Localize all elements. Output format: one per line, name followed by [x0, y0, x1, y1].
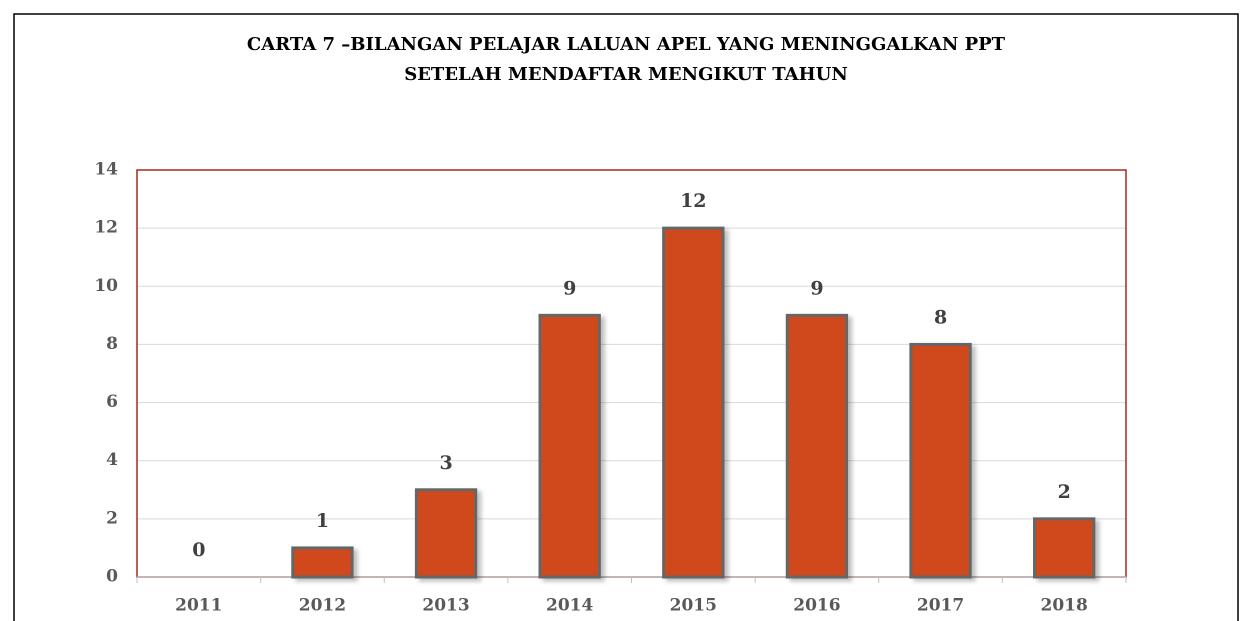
bar — [662, 226, 725, 579]
data-label: 12 — [680, 190, 706, 212]
data-label: 9 — [563, 277, 576, 299]
bar — [1033, 517, 1096, 579]
data-label: 3 — [439, 452, 452, 474]
bar — [414, 488, 478, 579]
data-label: 9 — [810, 277, 823, 299]
y-tick-label: 4 — [106, 450, 118, 470]
data-label: 8 — [934, 306, 947, 328]
bar — [785, 313, 849, 579]
frame — [13, 13, 1239, 621]
bar — [538, 313, 601, 579]
x-tick-label: 2011 — [175, 596, 222, 616]
y-tick-label: 0 — [106, 567, 118, 587]
data-label: 0 — [192, 539, 205, 561]
x-tick-label: 2013 — [422, 596, 469, 616]
x-tick-label: 2017 — [917, 596, 964, 616]
plot-border — [136, 169, 1127, 578]
chart-title: SETELAH MENDAFTAR MENGIKUT TAHUN — [404, 64, 848, 85]
data-label: 1 — [316, 510, 329, 532]
x-tick-label: 2016 — [793, 596, 840, 616]
x-tick-label: 2014 — [546, 596, 593, 616]
data-label: 2 — [1058, 481, 1071, 503]
x-tick-label: 2018 — [1041, 596, 1088, 616]
y-tick-label: 12 — [94, 218, 118, 238]
y-tick-label: 8 — [106, 334, 118, 354]
bar — [291, 546, 354, 579]
y-tick-label: 2 — [106, 508, 118, 528]
x-tick-label: 2012 — [299, 596, 346, 616]
y-tick-label: 14 — [94, 160, 118, 180]
y-tick-label: 10 — [94, 276, 118, 296]
y-tick-label: 6 — [106, 392, 118, 412]
x-tick-label: 2015 — [670, 596, 717, 616]
bar — [909, 342, 972, 579]
chart-title: CARTA 7 –BILANGAN PELAJAR LALUAN APEL YA… — [247, 34, 1006, 55]
